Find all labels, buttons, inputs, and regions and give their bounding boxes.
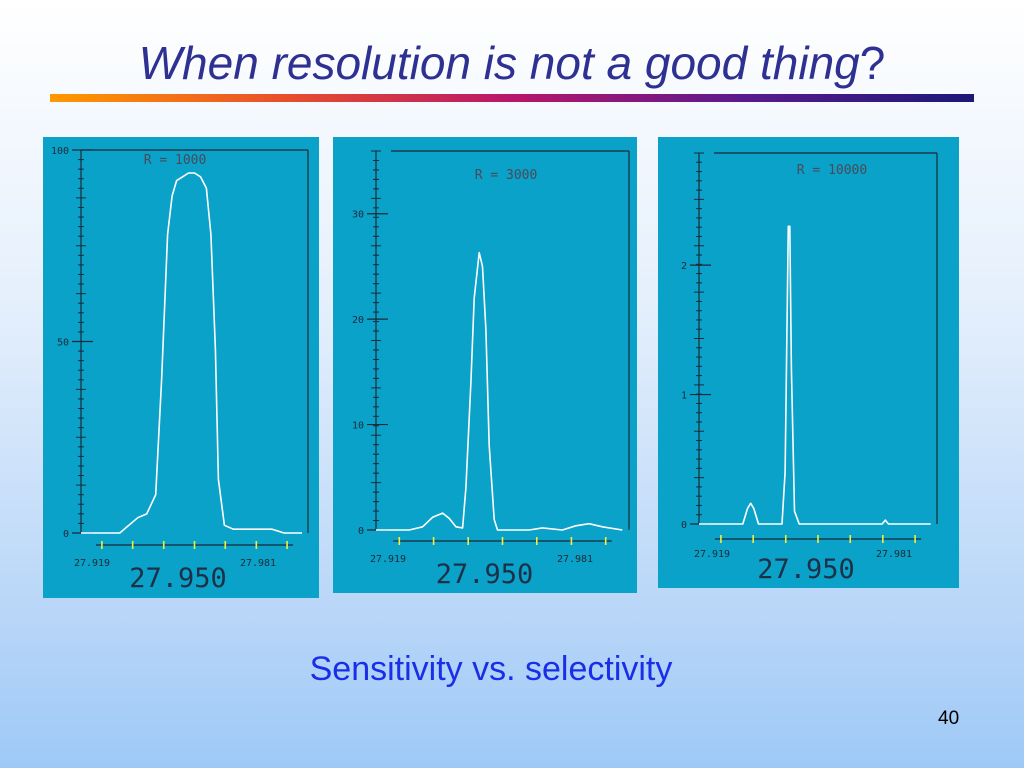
- y-tick-label: 2: [681, 261, 687, 272]
- resolution-annotation: R = 10000: [797, 163, 867, 178]
- spectrum-chart-r10000: 0 1 2 R = 10000 27.919 27.981 27.950: [658, 137, 959, 588]
- y-tick-label: 10: [352, 421, 364, 432]
- spectrum-chart-r1000: 0 50 100 R = 1000 27.919 27.981 27.950: [43, 137, 319, 598]
- slide-title: When resolution is not a good thing?: [0, 36, 1024, 90]
- slide-title-question-mark: ?: [859, 37, 886, 89]
- y-tick-label: 50: [57, 338, 69, 349]
- spectrum-panel-r10000: 0 1 2 R = 10000 27.919 27.981 27.950: [658, 137, 959, 588]
- panel-background: [658, 137, 959, 588]
- spectrum-panel-r1000: 0 50 100 R = 1000 27.919 27.981 27.950: [43, 137, 319, 598]
- x-tick-label-right: 27.981: [876, 549, 912, 560]
- y-tick-label: 0: [681, 520, 687, 531]
- y-tick-label: 0: [63, 529, 69, 540]
- spectrum-chart-r3000: 0 10 20 30 R = 3000 27.919 27.981 27.950: [333, 137, 637, 593]
- center-mass-label: 27.950: [129, 563, 227, 594]
- center-mass-label: 27.950: [436, 559, 534, 590]
- x-tick-label-left: 27.919: [74, 558, 110, 569]
- slide-title-text: When resolution is not a good thing: [138, 37, 860, 89]
- title-gradient-rule: [50, 94, 974, 102]
- slide-subtitle: Sensitivity vs. selectivity: [309, 650, 673, 688]
- page-number: 40: [938, 708, 960, 729]
- x-tick-label-left: 27.919: [370, 554, 406, 565]
- x-tick-label-right: 27.981: [240, 558, 276, 569]
- resolution-annotation: R = 1000: [144, 153, 207, 168]
- y-tick-label: 30: [352, 210, 364, 221]
- y-tick-label: 0: [358, 526, 364, 537]
- spectrum-trace: [81, 172, 302, 534]
- y-tick-label: 100: [51, 146, 69, 157]
- x-tick-label-left: 27.919: [694, 549, 730, 560]
- y-tick-label: 1: [681, 391, 687, 402]
- panel-background: [333, 137, 637, 593]
- resolution-annotation: R = 3000: [475, 168, 538, 183]
- center-mass-label: 27.950: [757, 554, 855, 585]
- panel-background: [43, 137, 319, 598]
- spectrum-trace: [699, 225, 931, 525]
- y-tick-label: 20: [352, 315, 364, 326]
- spectrum-panel-r3000: 0 10 20 30 R = 3000 27.919 27.981 27.950: [333, 137, 637, 593]
- x-tick-label-right: 27.981: [557, 554, 593, 565]
- spectrum-trace: [376, 251, 623, 531]
